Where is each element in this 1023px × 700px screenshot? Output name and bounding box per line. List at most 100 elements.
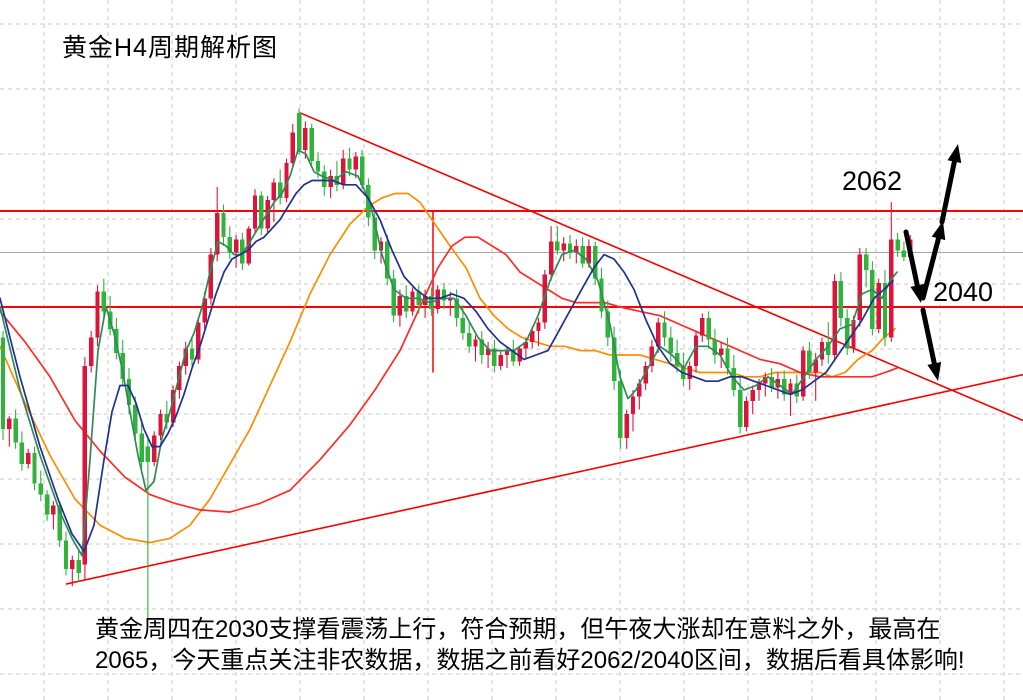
candle <box>0 330 6 441</box>
candle-body <box>378 241 384 251</box>
candle-body <box>485 348 491 355</box>
candle <box>782 370 787 401</box>
candle <box>876 278 881 334</box>
candle <box>19 431 25 471</box>
candle <box>183 341 188 375</box>
trendline-ascending-support <box>65 373 1023 585</box>
candle-body <box>593 245 598 279</box>
candle-body <box>719 348 724 355</box>
candle <box>309 123 314 166</box>
candle-body <box>101 291 106 312</box>
candle-body <box>322 171 327 188</box>
candle-body <box>649 346 655 366</box>
candle <box>863 248 869 288</box>
arrow-head <box>947 144 962 164</box>
candle <box>101 278 106 318</box>
candle <box>845 309 850 355</box>
candle <box>196 317 201 364</box>
candle <box>334 160 340 192</box>
candle-body <box>366 184 371 218</box>
candle <box>278 169 283 205</box>
candle <box>215 187 220 262</box>
candle <box>410 287 415 316</box>
candle-body <box>807 350 812 373</box>
candle-body <box>504 350 510 355</box>
candle <box>7 416 12 447</box>
candle <box>693 330 699 373</box>
candle <box>89 330 94 373</box>
candle <box>681 352 686 386</box>
candle <box>328 169 333 198</box>
candle-body <box>303 128 308 150</box>
candle <box>901 241 907 262</box>
projection-arrow <box>920 307 942 381</box>
candle <box>448 291 453 316</box>
candle <box>95 285 100 347</box>
arrow-head <box>927 361 942 381</box>
candle-body <box>271 182 277 201</box>
candle <box>397 289 403 327</box>
candle <box>719 341 724 369</box>
candle <box>567 234 573 259</box>
candle-body <box>397 296 403 316</box>
candle <box>895 232 900 257</box>
candle <box>706 311 711 349</box>
candle-body <box>605 311 610 338</box>
candle-body <box>51 505 56 515</box>
candle-body <box>202 298 207 323</box>
support-level-label: 2040 <box>933 277 994 307</box>
candle <box>353 152 358 179</box>
candle-body <box>530 330 535 342</box>
candle-body <box>76 560 81 574</box>
candle-body <box>870 269 875 329</box>
candle-body <box>240 239 245 264</box>
candle-body <box>252 195 258 229</box>
candle <box>662 311 667 347</box>
candle <box>252 189 258 233</box>
candle-body <box>889 239 894 338</box>
candle <box>548 226 554 281</box>
candle-body <box>139 433 144 462</box>
candle-body <box>170 389 176 423</box>
candle <box>158 409 163 441</box>
candle-body <box>454 298 459 318</box>
candle <box>467 322 472 353</box>
candle <box>555 226 560 255</box>
candle <box>473 335 478 362</box>
candle <box>133 396 138 441</box>
candle-body <box>290 132 295 164</box>
candle-body <box>32 453 37 484</box>
candle <box>26 448 31 469</box>
candle-body <box>95 291 100 338</box>
candle-body <box>769 376 774 388</box>
candle-body <box>656 322 661 347</box>
candle-body <box>574 245 579 253</box>
candle <box>668 326 673 362</box>
candle <box>246 226 251 266</box>
candle-body <box>567 243 573 253</box>
candle <box>259 191 264 235</box>
candle <box>296 108 302 155</box>
arrow-head <box>931 221 946 241</box>
candle <box>593 241 598 286</box>
candle-body <box>70 560 75 569</box>
candle <box>139 422 144 469</box>
candle-body <box>517 348 522 362</box>
candle <box>744 396 749 432</box>
candle-body <box>800 350 806 397</box>
candle <box>857 248 862 327</box>
candle-body <box>618 381 623 438</box>
candle-body <box>13 418 18 443</box>
candle-body <box>120 352 125 379</box>
candle-body <box>152 435 157 462</box>
candle <box>800 346 806 401</box>
commentary-text: 黄金周四在2030支撑看震荡上行，符合预期，但午夜大涨却在意料之外，最高在 20… <box>95 614 965 676</box>
candle <box>391 269 396 323</box>
candle-body <box>385 241 390 279</box>
candle-body <box>744 400 749 427</box>
candle-body <box>215 213 220 255</box>
candle-body <box>492 348 497 366</box>
candle <box>63 531 69 576</box>
candle-body <box>38 483 43 495</box>
candle-body <box>851 320 856 349</box>
